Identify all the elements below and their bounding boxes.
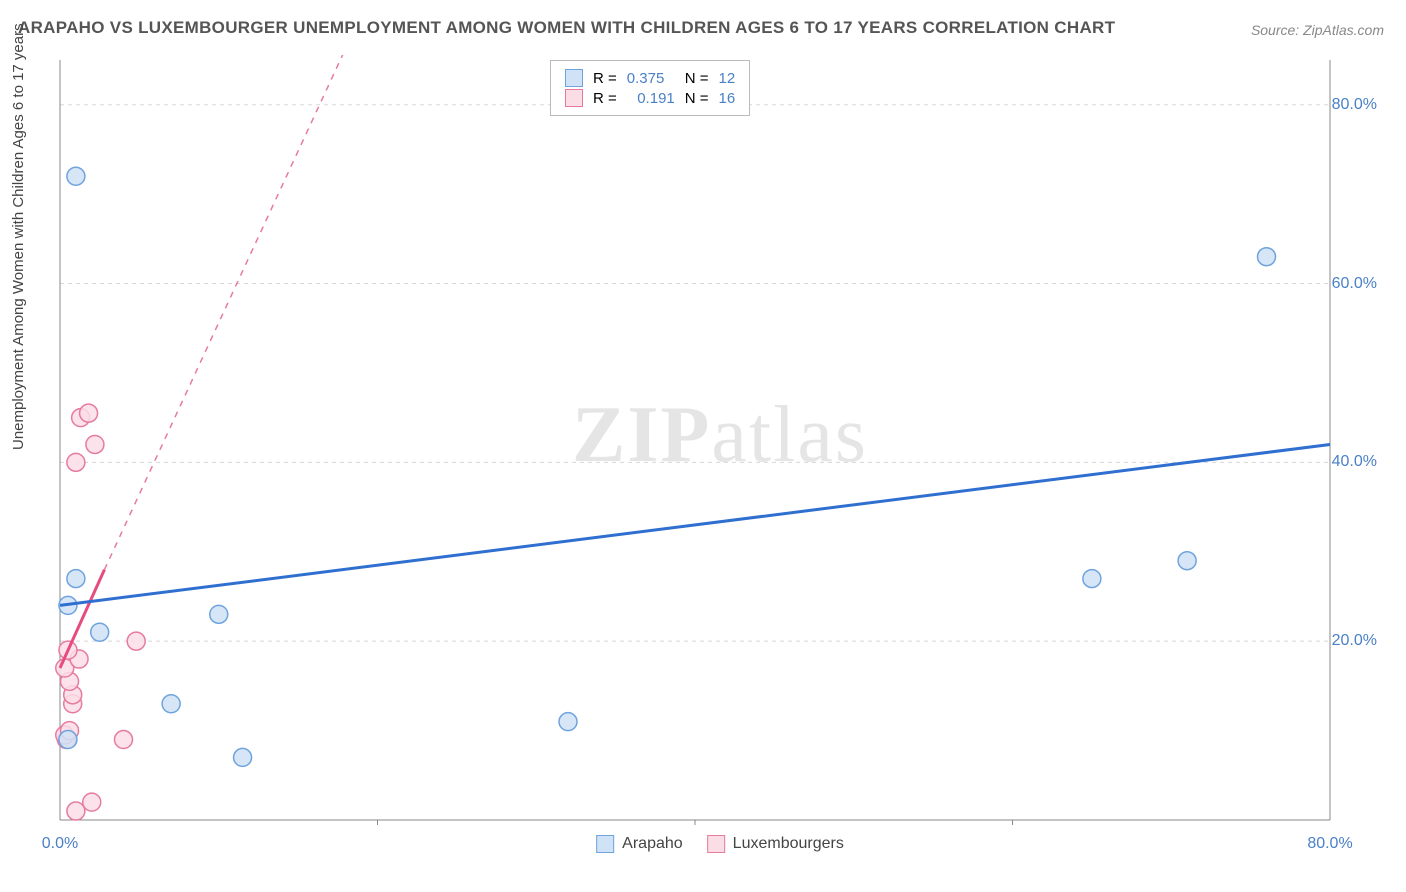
legend-row-luxembourgers: R = 0.191 N = 16 — [565, 89, 735, 107]
n-value: 12 — [719, 70, 736, 87]
y-tick-label: 80.0% — [1332, 96, 1377, 114]
x-tick-label: 0.0% — [42, 835, 78, 853]
series-legend: Arapaho Luxembourgers — [596, 835, 844, 853]
n-label: N = — [685, 90, 709, 107]
n-value: 16 — [719, 90, 736, 107]
source-attribution: Source: ZipAtlas.com — [1251, 22, 1384, 38]
legend-item-luxembourgers: Luxembourgers — [707, 835, 844, 853]
x-tick-label: 80.0% — [1307, 835, 1352, 853]
r-label: R = — [593, 90, 617, 107]
series-name: Arapaho — [622, 835, 683, 853]
swatch-arapaho — [565, 69, 583, 87]
r-value: 0.375 — [627, 70, 675, 87]
y-tick-label: 60.0% — [1332, 275, 1377, 293]
correlation-legend: R = 0.375 N = 12 R = 0.191 N = 16 — [550, 60, 750, 116]
chart-title: ARAPAHO VS LUXEMBOURGER UNEMPLOYMENT AMO… — [18, 18, 1115, 38]
swatch-luxembourgers — [565, 89, 583, 107]
swatch-arapaho — [596, 835, 614, 853]
r-label: R = — [593, 70, 617, 87]
swatch-luxembourgers — [707, 835, 725, 853]
y-tick-label: 40.0% — [1332, 453, 1377, 471]
y-axis-label: Unemployment Among Women with Children A… — [10, 23, 27, 450]
plot-area: ZIPatlas R = 0.375 N = 12 R = 0.191 N = … — [55, 55, 1385, 825]
legend-row-arapaho: R = 0.375 N = 12 — [565, 69, 735, 87]
series-name: Luxembourgers — [733, 835, 844, 853]
n-label: N = — [685, 70, 709, 87]
chart-canvas — [55, 55, 1385, 825]
y-tick-label: 20.0% — [1332, 632, 1377, 650]
r-value: 0.191 — [627, 90, 675, 107]
legend-item-arapaho: Arapaho — [596, 835, 683, 853]
